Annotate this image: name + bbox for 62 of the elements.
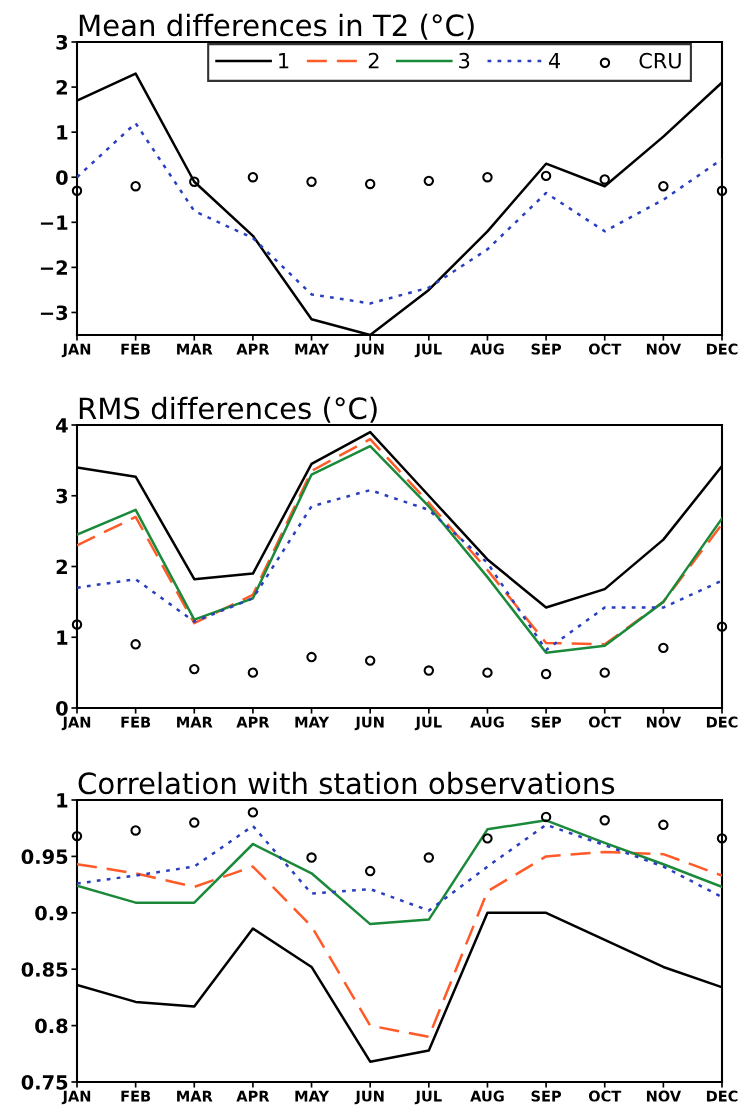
y-tick-label: 4	[56, 418, 68, 433]
x-tick-label: JUL	[414, 343, 442, 358]
chart-title: Correlation with station observations	[78, 771, 615, 795]
x-tick-label: FEB	[121, 343, 151, 355]
x-tick-label: JUN	[354, 716, 384, 731]
x-tick-label: DEC	[706, 343, 738, 355]
y-tick-label: 0.8	[35, 1018, 68, 1034]
x-tick-label: AUG	[470, 343, 504, 355]
y-tick-label: −3	[40, 305, 68, 321]
x-tick-label: APR	[236, 716, 270, 728]
y-tick-label: 1	[57, 793, 68, 808]
x-tick-label: NOV	[646, 343, 682, 355]
y-tick-label: 2	[56, 559, 67, 574]
x-tick-label: SEP	[531, 716, 562, 728]
legend-label: 3	[459, 52, 470, 69]
y-tick-label: 0.85	[21, 962, 68, 977]
legend-label: 1	[279, 53, 289, 69]
y-tick-label: −2	[40, 260, 67, 275]
legend-label: 2	[368, 52, 379, 69]
legend-label: CRU	[639, 52, 681, 69]
x-tick-label: FEB	[121, 1090, 151, 1102]
y-tick-label: 2	[56, 80, 67, 95]
x-tick-label: MAR	[177, 1090, 213, 1102]
y-tick-label: 0	[56, 700, 68, 716]
x-tick-label: OCT	[588, 1090, 622, 1102]
x-tick-label: MAR	[177, 343, 213, 355]
x-tick-label: JAN	[61, 1090, 91, 1105]
y-tick-label: 0.75	[21, 1074, 68, 1090]
x-tick-label: DEC	[706, 1090, 738, 1102]
chart-title: RMS differences (°C)	[79, 396, 377, 423]
y-tick-label: 1	[57, 125, 68, 140]
x-tick-label: FEB	[121, 716, 151, 728]
x-tick-label: JUL	[414, 716, 442, 731]
x-tick-label: MAY	[295, 1090, 330, 1102]
x-tick-label: APR	[236, 1090, 270, 1102]
x-tick-label: NOV	[646, 716, 682, 728]
x-tick-label: SEP	[531, 1090, 562, 1102]
x-tick-label: SEP	[531, 343, 562, 355]
y-tick-label: 1	[57, 630, 68, 645]
x-tick-label: JUL	[414, 1090, 442, 1105]
x-tick-label: MAY	[295, 716, 330, 728]
x-tick-label: OCT	[588, 716, 622, 728]
y-tick-label: 3	[56, 34, 68, 50]
x-tick-label: JAN	[61, 716, 91, 731]
x-tick-label: AUG	[470, 716, 504, 728]
y-tick-label: 0.9	[35, 905, 68, 921]
y-tick-label: 3	[56, 488, 68, 504]
x-tick-label: OCT	[588, 343, 622, 355]
chart-title: Mean differences in T2 (°C)	[79, 13, 474, 40]
x-tick-label: JAN	[61, 343, 91, 358]
x-tick-label: NOV	[646, 1090, 682, 1102]
y-tick-label: 0.95	[21, 849, 68, 865]
legend-label: 4	[548, 53, 561, 69]
y-tick-label: 0	[56, 170, 68, 185]
x-tick-label: APR	[236, 343, 270, 355]
x-tick-label: AUG	[470, 1090, 504, 1102]
x-tick-label: MAR	[177, 716, 213, 728]
x-tick-label: DEC	[706, 716, 738, 728]
x-tick-label: MAY	[295, 343, 330, 355]
x-tick-label: JUN	[354, 1090, 384, 1105]
x-tick-label: JUN	[354, 343, 384, 358]
y-tick-label: −1	[40, 215, 68, 230]
